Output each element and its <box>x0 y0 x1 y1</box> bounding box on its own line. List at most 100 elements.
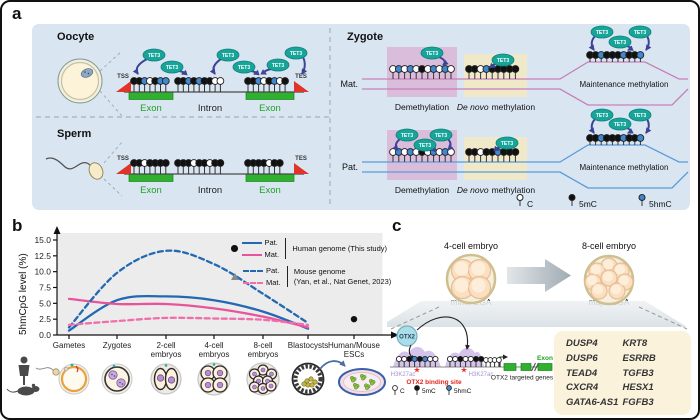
otx2-label: OTX2 <box>399 335 415 341</box>
tet3-enzyme-icon: TET3 <box>493 136 519 152</box>
panel-c-diagram: OTX2 ★ ★ H3K27ac H3K27ac OTX2 binding si… <box>387 253 688 395</box>
maternal-label: Mat. <box>340 79 358 89</box>
tss-label: TSS <box>117 156 129 162</box>
zygote-icon <box>101 363 133 395</box>
exon-bar <box>537 363 553 371</box>
human-icon <box>18 356 30 385</box>
chart-line <box>67 249 310 329</box>
exon-bar <box>128 91 174 100</box>
plot-area <box>57 233 383 335</box>
human-marker-dot-icon <box>231 245 238 252</box>
legend-human-genome: Pat. Mat. Human genome (This study) <box>231 238 391 259</box>
gene-name: FGFB3 <box>622 397 654 408</box>
lollipop-C <box>496 357 502 363</box>
magnifier-line <box>99 50 123 72</box>
y-tick-label: 0.0 <box>39 330 51 340</box>
target-genes-box: DUSP4 DUSP6 TEAD4 CXCR4 GATA6-AS1 KRT8 E… <box>554 331 691 415</box>
intron-label: Intron <box>198 103 222 114</box>
panel-a-diagram: Oocyte TSS TES Exon Intron Exon <box>36 25 689 209</box>
exon-bar <box>245 91 295 100</box>
eight-cell-embryo-icon <box>583 254 635 306</box>
lollipop-C <box>446 355 454 363</box>
legend-divider <box>285 238 287 259</box>
gene-list-column: KRT8 ESRRB TGFB3 HESX1 FGFB3 <box>623 338 680 408</box>
lollipop-C <box>216 77 225 85</box>
lollipop-5mC <box>416 355 423 363</box>
gene-list-column: DUSP4 DUSP6 TEAD4 CXCR4 GATA6-AS1 <box>566 338 623 408</box>
tet3-label: TET3 <box>148 53 160 59</box>
tet3-label: TET3 <box>596 113 608 119</box>
lollipop-5mC <box>511 148 520 156</box>
lollipop-5hmC <box>421 355 429 363</box>
lollipop-5mC <box>457 355 464 363</box>
tet3-enzyme-icon: TET3 <box>284 46 308 75</box>
magnifier-line <box>99 90 123 117</box>
gene-name: KRT8 <box>622 338 648 349</box>
y-tick-label: 7.5 <box>39 283 51 293</box>
exon-bar <box>520 363 532 371</box>
h3k27ac-label: H3K27ac <box>469 372 494 378</box>
blastocyst-icon <box>291 362 325 396</box>
gene-name: GATA6-AS1 <box>566 397 619 408</box>
maternal-strand-upper <box>362 61 688 80</box>
tet3-enzyme-icon: TET3 <box>608 35 634 51</box>
tet3-label: TET3 <box>614 122 626 128</box>
gene-name: ESRRB <box>622 352 656 364</box>
chart-legend: Pat. Mat. Human genome (This study) Pat.… <box>231 238 391 287</box>
lollipop-cluster-oocyte_exon2 <box>244 77 289 92</box>
tet3-enzyme-icon: TET3 <box>209 48 240 75</box>
gene-name: HESX1 <box>622 382 654 394</box>
derivation-arrow-icon <box>319 360 346 370</box>
tet3-label: TET3 <box>401 133 413 139</box>
lollipop-cluster-sperm_exon1 <box>130 159 170 174</box>
tet3-enzyme-icon: TET3 <box>392 128 419 151</box>
tet3-label: TET3 <box>501 141 513 147</box>
exon-label: Exon <box>140 103 162 114</box>
lollipop-5hmC <box>161 77 170 85</box>
panel-c-label: c <box>392 216 402 235</box>
exon-bar <box>503 363 517 371</box>
otx2-protein-icon <box>396 325 418 347</box>
5hmc-legend-icon <box>638 194 646 201</box>
x-tick-label: Zygotes <box>103 341 131 350</box>
tss-triangle <box>116 81 131 92</box>
lollipop-C <box>395 355 403 363</box>
tet3-enzyme-icon: TET3 <box>588 25 614 51</box>
lollipop-5hmC <box>411 355 418 363</box>
exon-bar <box>128 173 174 182</box>
tet3-label: TET3 <box>614 40 626 46</box>
c-legend-icon <box>516 194 524 201</box>
stage-icons-row <box>6 356 386 396</box>
legend-divider <box>286 266 288 287</box>
panel-a-label: a <box>12 4 22 23</box>
zoom-dashed-line <box>390 306 440 330</box>
mouse-mat-line-swatch <box>243 281 263 284</box>
y-tick-label: 12.5 <box>34 251 51 261</box>
tet3-enzyme-icon: TET3 <box>420 46 449 66</box>
tet3-enzyme-icon: TET3 <box>260 58 290 75</box>
x-tick-label: 4-cell embryos <box>199 341 230 359</box>
binding-site-star-icon: ★ <box>460 366 467 375</box>
x-tick-label: Human/Mouse ESCs <box>328 341 381 359</box>
intron-label: Intron <box>198 185 222 196</box>
tet3-label: TET3 <box>596 30 608 36</box>
lollipop-5mC <box>478 355 485 363</box>
gene-name: DUSP4 <box>566 338 598 349</box>
tes-triangle <box>294 81 309 92</box>
four-cell-embryo-icon <box>197 362 231 396</box>
tet3-enzyme-icon: TET3 <box>232 60 260 76</box>
lollipop-C <box>427 355 434 363</box>
lollipop-5mC <box>281 77 289 85</box>
y-tick-label: 5.0 <box>39 298 51 308</box>
tet3-label: TET3 <box>634 30 646 36</box>
sperm-label: Sperm <box>57 128 91 140</box>
otx2-binding-site-label: OTX2 binding site <box>406 379 462 386</box>
h3k27ac-label: H3K27ac <box>391 372 416 378</box>
zygote-label: Zygote <box>347 31 383 43</box>
human-genome-label: Human genome (This study) <box>292 243 388 253</box>
tet3-label: TET3 <box>497 58 509 64</box>
lollipop-cluster-sperm_intron <box>174 159 225 174</box>
lollipop-5mC <box>161 159 170 167</box>
5hmc-legend-label: 5hmC <box>454 388 472 395</box>
de-novo-methylation-label: De novo methylation <box>457 102 535 112</box>
